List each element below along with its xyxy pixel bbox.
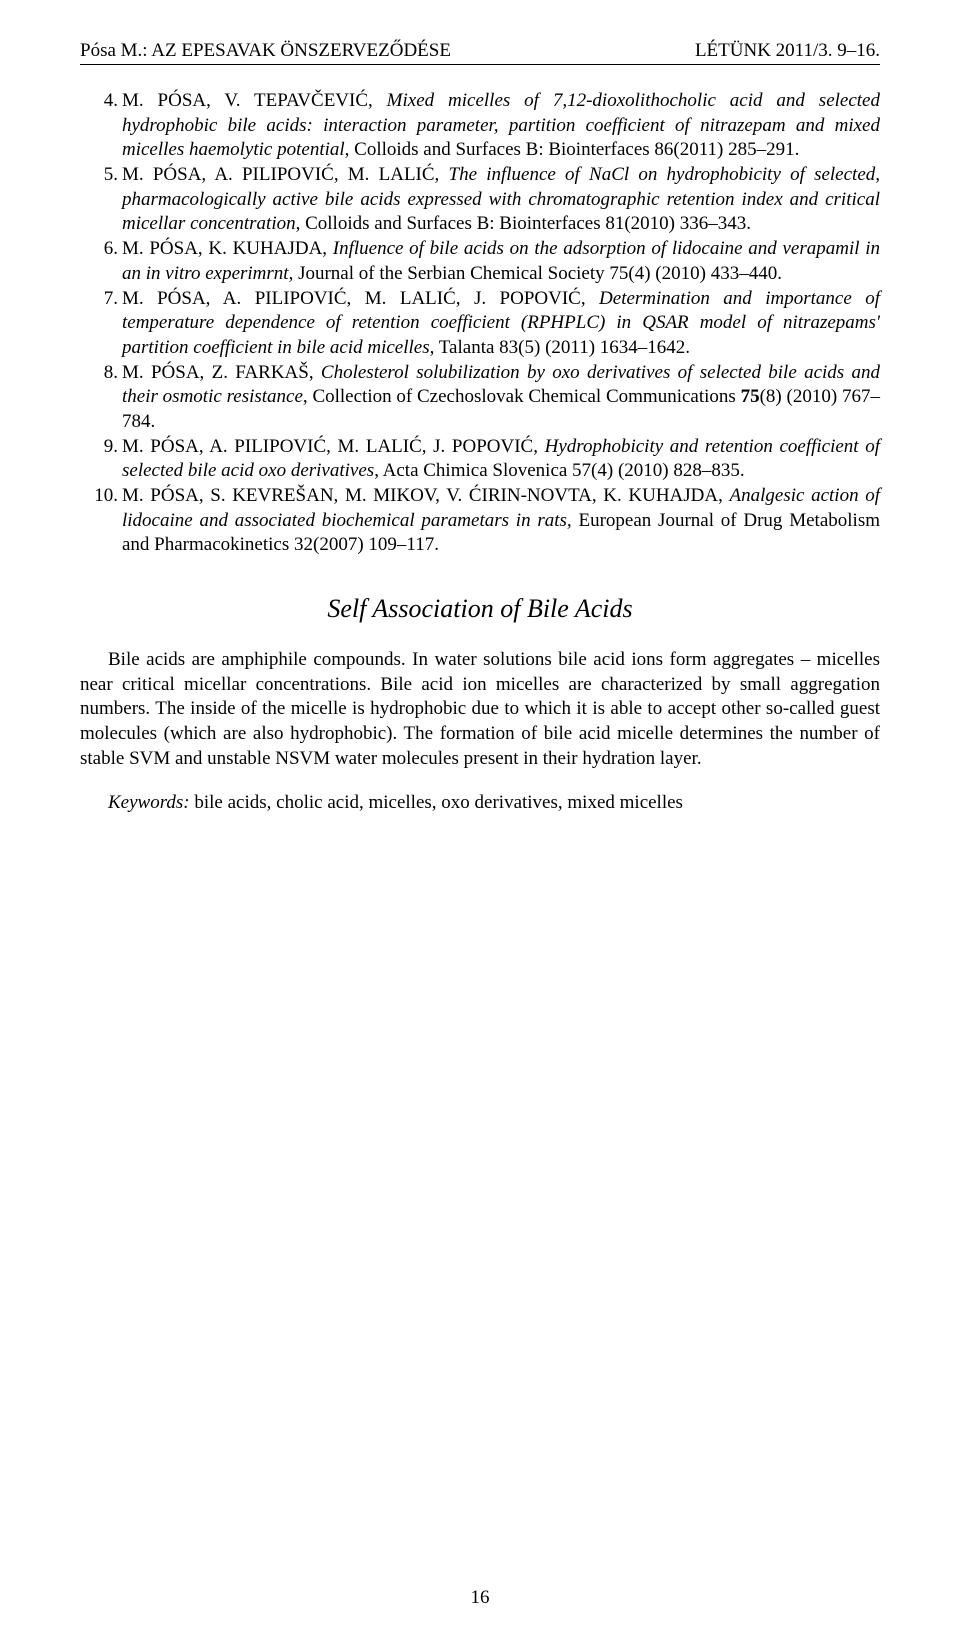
ref-rest: , Colloids and Surfaces B: Biointerfaces… (296, 213, 751, 234)
reference-item: 6.M. PÓSA, K. KUHAJDA, Influence of bile… (80, 237, 880, 286)
ref-authors: M. PÓSA, K. KUHAJDA, (122, 238, 333, 259)
reference-item: 4.M. PÓSA, V. TEPAVČEVIĆ, Mixed micelles… (80, 89, 880, 163)
reference-item: 7.M. PÓSA, A. PILIPOVIĆ, M. LALIĆ, J. PO… (80, 287, 880, 361)
ref-authors: M. PÓSA, A. PILIPOVIĆ, M. LALIĆ, J. POPO… (122, 436, 545, 457)
reference-item: 9.M. PÓSA, A. PILIPOVIĆ, M. LALIĆ, J. PO… (80, 435, 880, 484)
reference-list: 4.M. PÓSA, V. TEPAVČEVIĆ, Mixed micelles… (80, 89, 880, 558)
ref-authors: M. PÓSA, S. KEVREŠAN, M. MIKOV, V. ĆIRIN… (122, 485, 730, 506)
abstract-body: Bile acids are amphiphile compounds. In … (80, 648, 880, 771)
ref-authors: M. PÓSA, V. TEPAVČEVIĆ, (122, 90, 387, 111)
keywords-line: Keywords: bile acids, cholic acid, micel… (80, 791, 880, 816)
ref-number: 5. (80, 163, 118, 188)
section-title: Self Association of Bile Acids (80, 594, 880, 624)
header-left: Pósa M.: AZ EPESAVAK ÖNSZERVEZŐDÉSE (80, 40, 451, 62)
page-number: 16 (0, 1587, 960, 1609)
ref-number: 4. (80, 89, 118, 114)
header-rule (80, 64, 880, 65)
ref-number: 9. (80, 435, 118, 460)
page-header: Pósa M.: AZ EPESAVAK ÖNSZERVEZŐDÉSE LÉTÜ… (80, 40, 880, 62)
reference-item: 8.M. PÓSA, Z. FARKAŠ, Cholesterol solubi… (80, 361, 880, 435)
ref-volume: 75 (741, 386, 760, 407)
ref-rest: , Acta Chimica Slovenica 57(4) (2010) 82… (374, 460, 744, 481)
ref-rest: , Talanta 83(5) (2011) 1634–1642. (430, 337, 690, 358)
ref-number: 8. (80, 361, 118, 386)
ref-rest-pre: , Collection of Czechoslovak Chemical Co… (303, 386, 741, 407)
ref-authors: M. PÓSA, Z. FARKAŠ, (122, 362, 321, 383)
reference-item: 10.M. PÓSA, S. KEVREŠAN, M. MIKOV, V. ĆI… (80, 484, 880, 558)
keywords-text: bile acids, cholic acid, micelles, oxo d… (190, 792, 683, 813)
ref-authors: M. PÓSA, A. PILIPOVIĆ, M. LALIĆ, (122, 164, 449, 185)
page: Pósa M.: AZ EPESAVAK ÖNSZERVEZŐDÉSE LÉTÜ… (0, 0, 960, 1639)
ref-authors: M. PÓSA, A. PILIPOVIĆ, M. LALIĆ, J. POPO… (122, 288, 599, 309)
ref-rest: , Journal of the Serbian Chemical Societ… (289, 263, 782, 284)
ref-number: 6. (80, 237, 118, 262)
reference-item: 5.M. PÓSA, A. PILIPOVIĆ, M. LALIĆ, The i… (80, 163, 880, 237)
ref-number: 7. (80, 287, 118, 312)
ref-number: 10. (80, 484, 118, 509)
header-right: LÉTÜNK 2011/3. 9–16. (695, 40, 880, 62)
keywords-label: Keywords: (108, 792, 190, 813)
ref-rest: , Colloids and Surfaces B: Biointerfaces… (345, 139, 800, 160)
